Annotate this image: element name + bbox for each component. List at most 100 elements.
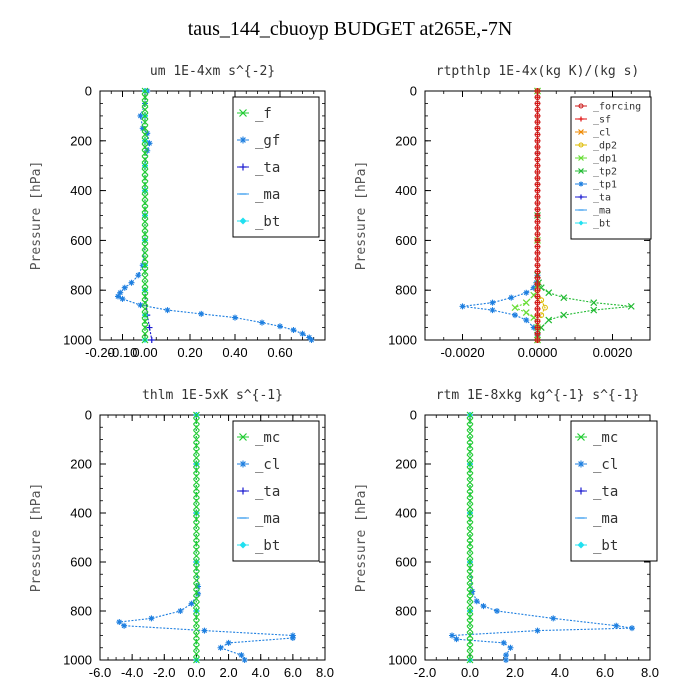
data-point (141, 274, 149, 282)
legend-label: _f (255, 106, 272, 122)
data-point (489, 307, 496, 314)
legend-marker (577, 541, 585, 549)
legend: _f _gf _ta _ma _bt (232, 96, 320, 238)
data-point (466, 472, 474, 480)
data-point (193, 527, 200, 535)
data-point (141, 174, 149, 182)
data-point (534, 299, 541, 306)
data-point (141, 324, 149, 331)
x-tick-label: -2.0 (414, 665, 436, 680)
data-point (141, 156, 149, 163)
data-point (466, 448, 474, 456)
legend-marker (239, 163, 247, 171)
data-point (534, 181, 541, 188)
data-point (512, 312, 518, 319)
data-point (290, 327, 297, 334)
legend-marker (577, 487, 585, 495)
x-tick-label: 0.60 (267, 345, 292, 360)
x-tick-label: 0.0 (461, 665, 479, 680)
x-tick-label: 8.0 (316, 665, 334, 680)
data-point (193, 601, 200, 609)
data-point (193, 564, 200, 572)
y-tick-label: 0 (85, 84, 92, 99)
data-point (141, 212, 149, 219)
data-point (534, 144, 541, 150)
y-axis-label: Pressure [hPa] (354, 483, 369, 593)
legend-label: _bt (593, 219, 611, 230)
y-tick-label: 200 (70, 133, 92, 148)
legend-label: _ta (255, 160, 280, 176)
legend-label: _ma (593, 206, 611, 217)
data-point (503, 657, 509, 663)
data-point (534, 113, 541, 119)
data-point (141, 317, 149, 325)
data-point (466, 546, 474, 554)
data-point (141, 330, 149, 338)
data-point (141, 162, 149, 170)
y-tick-label: 0 (410, 408, 417, 423)
data-point (193, 570, 200, 578)
series-line (450, 415, 633, 660)
data-point (466, 650, 474, 658)
data-point (141, 243, 149, 251)
y-axis-label: Pressure [hPa] (354, 161, 369, 271)
y-tick-label: 0 (85, 408, 92, 423)
data-point (466, 436, 474, 443)
legend-label: _ta (593, 193, 611, 204)
data-point (116, 619, 123, 626)
y-tick-label: 1000 (63, 333, 92, 348)
data-point (534, 324, 541, 331)
legend-label: _mc (255, 430, 280, 446)
data-point (534, 150, 541, 157)
data-point (193, 466, 200, 474)
data-point (141, 137, 149, 145)
data-point (299, 330, 306, 337)
data-point (141, 268, 149, 275)
data-point (466, 515, 474, 523)
x-tick-label: 0.00 (132, 345, 157, 360)
legend-marker (239, 460, 247, 468)
series-mc (193, 411, 200, 664)
legend-marker (578, 129, 584, 135)
legend-marker (239, 487, 247, 495)
data-point (466, 607, 474, 615)
data-point (232, 314, 238, 321)
figure-title: taus_144_cbuoyp BUDGET at265E,-7N (187, 18, 513, 40)
data-point (466, 589, 474, 597)
data-point (534, 187, 541, 194)
data-point (193, 625, 200, 633)
legend-marker (578, 168, 584, 174)
data-point (534, 293, 541, 300)
data-point (466, 491, 474, 499)
x-tick-label: 0.20 (177, 345, 202, 360)
x-tick-label: -4.0 (121, 665, 143, 680)
data-point (193, 429, 200, 437)
data-point (259, 319, 265, 326)
data-point (533, 279, 540, 286)
data-point (466, 429, 474, 437)
data-point (193, 509, 200, 517)
data-point (146, 324, 153, 331)
legend-marker (577, 460, 585, 468)
y-tick-label: 1000 (63, 653, 92, 668)
data-point (141, 193, 149, 201)
data-point (193, 503, 200, 511)
data-point (141, 180, 149, 188)
data-point (141, 255, 149, 263)
data-point (534, 249, 541, 256)
data-point (489, 299, 496, 306)
data-point (466, 583, 474, 590)
data-point (466, 619, 474, 627)
data-point (141, 168, 149, 176)
chart-panel-4: rtm 1E-8xkg kg^{-1} s^{-1} Pressure [hPa]… (354, 388, 659, 680)
data-point (195, 583, 202, 590)
data-point (466, 466, 474, 474)
legend-marker (578, 155, 584, 161)
data-point (141, 236, 149, 244)
data-point (545, 316, 553, 324)
data-point (466, 454, 474, 462)
x-tick-label: 2.0 (220, 665, 238, 680)
data-point (466, 417, 474, 425)
data-point (277, 323, 283, 330)
x-tick-label: -2.0 (153, 665, 175, 680)
